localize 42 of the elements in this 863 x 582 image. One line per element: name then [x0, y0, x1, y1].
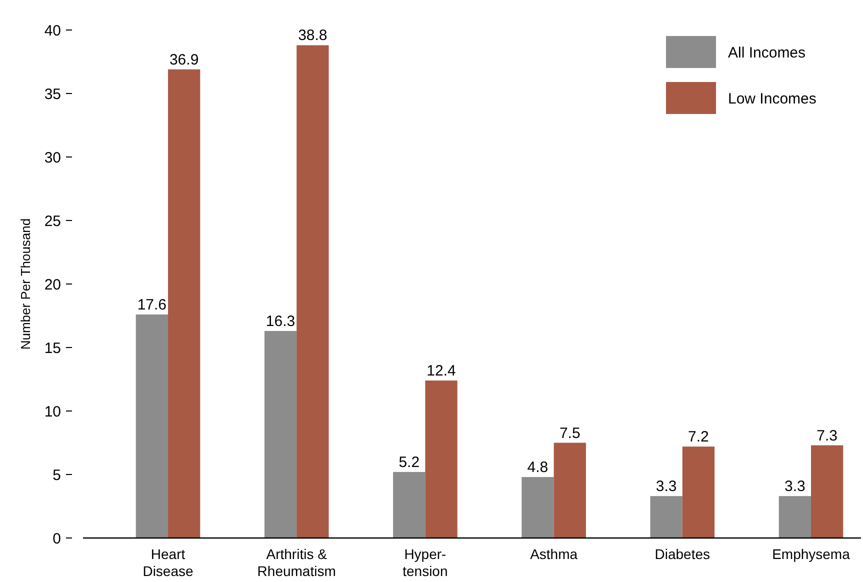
- bar: [296, 45, 329, 538]
- y-tick-label: 25: [44, 212, 61, 230]
- y-tick-label: 10: [44, 403, 61, 420]
- data-label: 38.8: [298, 27, 328, 44]
- data-label: 16.3: [266, 312, 296, 330]
- bar: [554, 442, 586, 538]
- bar: [264, 330, 297, 538]
- data-label: 12.4: [426, 362, 456, 380]
- data-label: 3.3: [656, 478, 677, 496]
- bar: [682, 446, 715, 538]
- y-tick-label: 30: [44, 149, 61, 166]
- data-label: 7.5: [559, 424, 580, 442]
- data-label: 17.6: [137, 296, 167, 314]
- y-axis-title: Number Per Thousand: [18, 218, 33, 350]
- bar: [810, 445, 844, 538]
- data-label: 4.8: [527, 459, 548, 476]
- bar: [425, 380, 458, 538]
- y-tick-label: 0: [52, 530, 61, 548]
- data-label: 7.2: [688, 428, 709, 446]
- x-tick-label: Hyper- tension: [402, 546, 448, 579]
- legend-label: All Incomes: [728, 44, 806, 62]
- bar: [650, 496, 682, 538]
- x-tick-label: Arthritis & Rheumatism: [257, 546, 336, 579]
- bar: [393, 472, 426, 538]
- y-tick-label: 15: [44, 340, 61, 357]
- y-tick-label: 20: [44, 276, 61, 294]
- y-tick-label: 35: [44, 86, 61, 103]
- x-tick-label: Asthma: [530, 546, 578, 562]
- data-label: 36.9: [169, 51, 199, 68]
- bar: [778, 496, 811, 538]
- bar: [168, 69, 200, 538]
- data-label: 5.2: [398, 454, 420, 471]
- legend-label: Low Incomes: [728, 90, 816, 108]
- data-label: 7.3: [816, 427, 838, 444]
- bar: [136, 314, 168, 538]
- data-label: 3.3: [784, 478, 806, 496]
- y-tick-label: 5: [52, 466, 61, 484]
- x-tick-label: Heart Disease: [142, 546, 194, 579]
- bar: [522, 477, 554, 538]
- y-tick-label: 40: [44, 22, 61, 40]
- x-tick-label: Emphysema: [772, 546, 850, 562]
- x-tick-label: Diabetes: [654, 546, 710, 562]
